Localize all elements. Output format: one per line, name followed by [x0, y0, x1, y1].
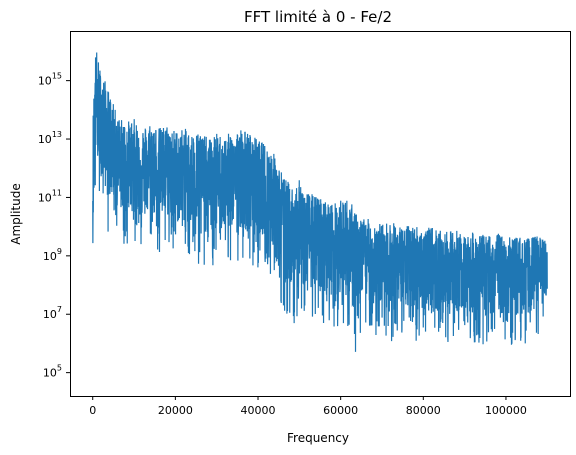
plot-frame — [70, 31, 571, 397]
y-tick-base: 10 — [43, 308, 57, 321]
chart-title: FFT limité à 0 - Fe/2 — [244, 8, 392, 26]
x-tick-label: 100000 — [485, 404, 527, 417]
y-tick-exponent: 7 — [57, 305, 62, 314]
y-tick-label: 105 — [43, 364, 62, 380]
y-tick-exponent: 15 — [52, 72, 62, 81]
plot-series — [92, 52, 548, 352]
x-tick-label: 0 — [89, 404, 96, 417]
y-tick-base: 10 — [43, 250, 57, 263]
x-tick-label: 40000 — [241, 404, 276, 417]
x-axis-label: Frequency — [287, 431, 349, 445]
y-tick-exponent: 13 — [52, 130, 62, 139]
x-axis-ticks: 0 20000 40000 60000 80000 100000 — [89, 396, 527, 417]
y-tick-exponent: 5 — [57, 364, 62, 373]
y-tick-label: 109 — [43, 247, 62, 263]
y-tick-exponent: 9 — [57, 247, 62, 256]
y-tick-label: 1011 — [38, 188, 62, 204]
y-tick-label: 107 — [43, 305, 62, 321]
y-tick-exponent: 11 — [52, 188, 62, 197]
y-tick-base: 10 — [43, 367, 57, 380]
x-tick-label: 20000 — [158, 404, 193, 417]
fft-amplitude-line — [92, 52, 548, 352]
y-tick-base: 10 — [38, 133, 52, 146]
y-tick-label: 1013 — [38, 130, 62, 146]
y-tick-base: 10 — [38, 191, 52, 204]
y-tick-base: 10 — [38, 75, 52, 88]
y-tick-label: 1015 — [38, 72, 62, 88]
x-tick-label: 80000 — [406, 404, 441, 417]
x-tick-label: 60000 — [323, 404, 358, 417]
y-axis-label: Amplitude — [9, 183, 23, 245]
